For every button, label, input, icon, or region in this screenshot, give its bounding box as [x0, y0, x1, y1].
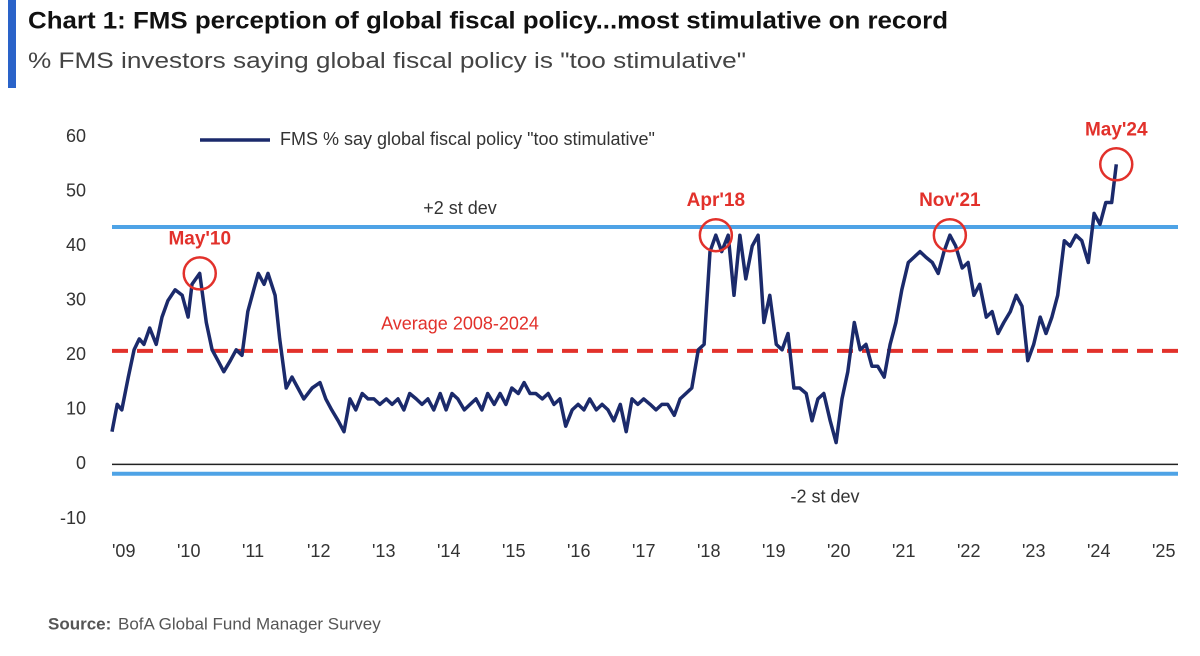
- x-tick-label: '25: [1152, 541, 1175, 561]
- x-tick-label: '19: [762, 541, 785, 561]
- y-tick-label: -10: [60, 508, 86, 528]
- x-tick-label: '17: [632, 541, 655, 561]
- reference-label: +2 st dev: [423, 198, 497, 218]
- x-tick-label: '12: [307, 541, 330, 561]
- y-tick-label: 40: [66, 235, 86, 255]
- annotation-circle: [698, 217, 734, 253]
- x-tick-label: '14: [437, 541, 460, 561]
- annotation-circle: [182, 256, 217, 291]
- data-line: [110, 164, 1119, 445]
- x-tick-label: '23: [1022, 541, 1045, 561]
- x-tick-label: '22: [957, 541, 980, 561]
- reference-label: -2 st dev: [790, 486, 859, 506]
- y-tick-label: 0: [76, 453, 86, 473]
- x-tick-label: '21: [892, 541, 915, 561]
- annotation-label: Apr'18: [687, 190, 745, 211]
- x-tick-label: '16: [567, 541, 590, 561]
- annotation-circle: [1099, 147, 1134, 182]
- x-tick-label: '20: [827, 541, 850, 561]
- chart-subtitle: % FMS investors saying global fiscal pol…: [28, 48, 746, 73]
- x-tick-label: '24: [1087, 541, 1110, 561]
- annotation-label: May'24: [1085, 119, 1148, 140]
- annotation-label: May'10: [168, 228, 231, 249]
- legend-label: FMS % say global fiscal policy "too stim…: [280, 129, 655, 149]
- annotation-label: Nov'21: [919, 190, 981, 211]
- y-tick-label: 50: [66, 180, 86, 200]
- y-tick-label: 60: [66, 126, 86, 146]
- annotation-circle: [932, 217, 968, 253]
- x-tick-label: '11: [242, 541, 264, 561]
- x-tick-label: '18: [697, 541, 720, 561]
- x-tick-label: '09: [112, 541, 135, 561]
- x-tick-label: '13: [372, 541, 395, 561]
- y-tick-label: 30: [66, 289, 86, 309]
- source: BofA Global Fund Manager Survey: [118, 614, 381, 633]
- chart-title: Chart 1: FMS perception of global fiscal…: [28, 7, 948, 34]
- y-tick-label: 20: [66, 344, 86, 364]
- reference-label: Average 2008-2024: [381, 314, 539, 334]
- x-tick-label: '15: [502, 541, 525, 561]
- title-bar: [8, 0, 16, 88]
- x-tick-label: '10: [177, 541, 200, 561]
- y-tick-label: 10: [66, 399, 86, 419]
- source-label: Source:: [48, 614, 111, 633]
